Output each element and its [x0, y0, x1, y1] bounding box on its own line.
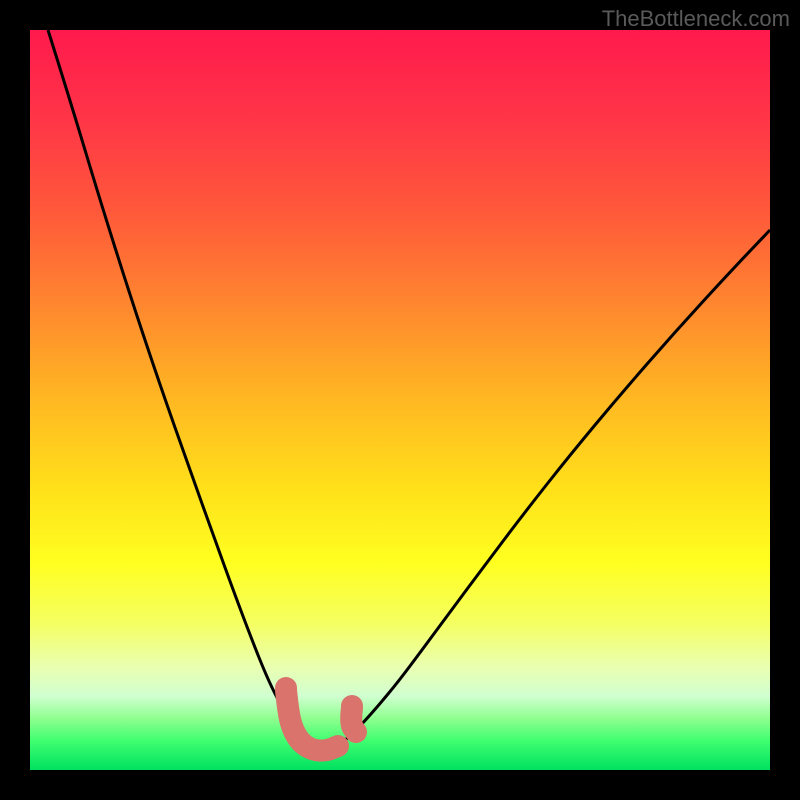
overlay-dot: [341, 695, 363, 717]
watermark-text: TheBottleneck.com: [602, 6, 790, 32]
gradient-background: [30, 30, 770, 770]
chart-container: [30, 30, 770, 770]
bottleneck-chart: [30, 30, 770, 770]
overlay-dot: [275, 677, 297, 699]
